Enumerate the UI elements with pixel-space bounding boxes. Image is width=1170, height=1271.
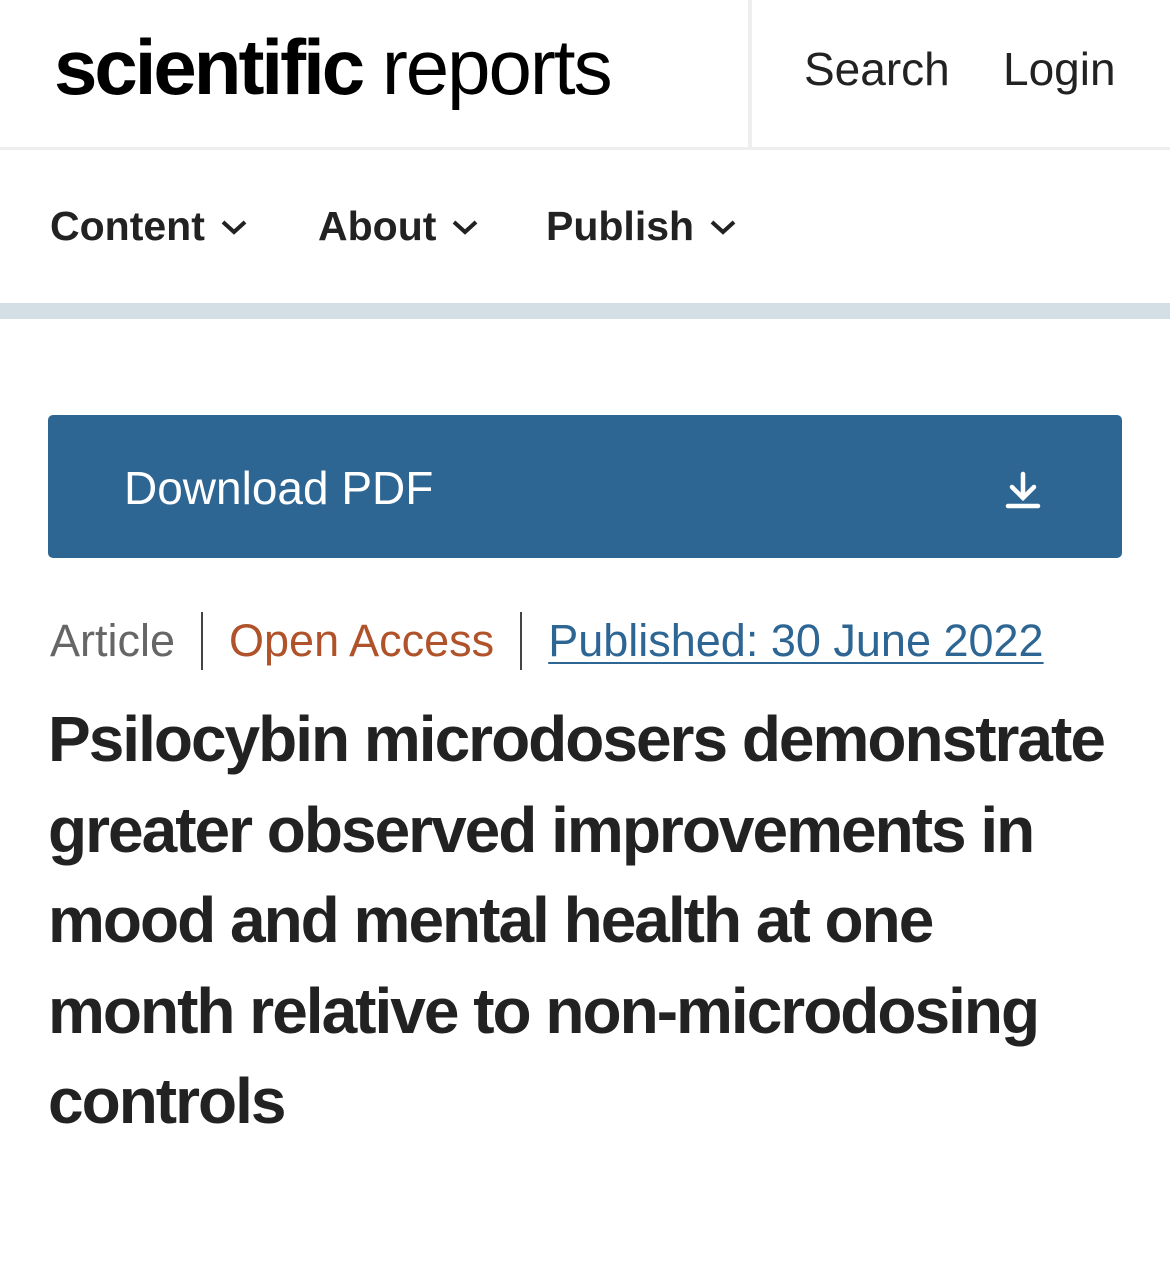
published-date-link[interactable]: Published: 30 June 2022 (548, 615, 1044, 666)
nav-content[interactable]: Content (50, 203, 249, 250)
nav-label: Publish (546, 203, 695, 249)
chevron-down-icon (453, 220, 478, 235)
chevron-down-icon (221, 220, 247, 235)
separator (201, 612, 204, 670)
download-pdf-button[interactable]: Download PDF (48, 415, 1122, 558)
nav-bottom-bar (0, 303, 1170, 319)
logo-bold: scientific (54, 23, 365, 111)
site-header: scientific reports Search Login (0, 0, 1170, 150)
download-icon (1005, 471, 1041, 509)
logo-light: reports (381, 23, 613, 111)
search-link[interactable]: Search (804, 43, 950, 95)
header-divider (748, 0, 752, 150)
chevron-down-icon (710, 220, 736, 235)
nav-publish[interactable]: Publish (546, 203, 738, 250)
nav-about[interactable]: About (318, 203, 480, 250)
article-meta: Article Open Access Published: 30 June 2… (50, 612, 1044, 670)
main-nav: Content About Publish (0, 151, 1170, 303)
download-label: Download PDF (124, 462, 434, 514)
login-link[interactable]: Login (1003, 43, 1116, 95)
separator (520, 612, 523, 670)
open-access-badge: Open Access (229, 615, 495, 666)
nav-label: Content (50, 203, 205, 249)
article-type: Article (50, 615, 176, 666)
journal-logo[interactable]: scientific reports (54, 22, 613, 113)
nav-label: About (318, 203, 437, 249)
article-title: Psilocybin microdosers demonstrate great… (48, 703, 1106, 1137)
